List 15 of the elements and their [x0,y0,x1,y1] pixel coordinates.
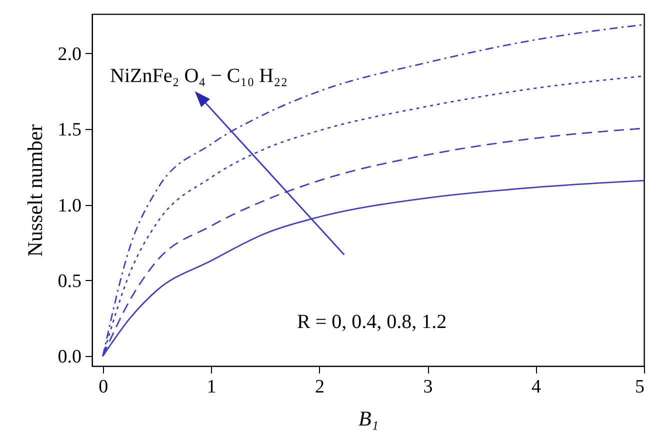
x-tick-label: 0 [98,376,108,398]
y-tick-label: 0.0 [58,346,82,368]
x-tick-label: 1 [206,376,216,398]
x-tick-label: 3 [423,376,433,398]
x-tick-label: 2 [315,376,325,398]
y-tick-label: 1.5 [58,120,82,141]
x-tick-label: 4 [532,376,542,398]
annotation: NiZnFe₂ O₄ − C₁₀ H₂₂ [110,65,288,87]
x-tick-label: 5 [635,376,644,398]
annotation: R = 0, 0.4, 0.8, 1.2 [297,311,447,333]
y-tick-label: 0.5 [58,270,82,292]
y-tick-label: 2.0 [58,44,82,65]
y-tick-label: 1.0 [58,195,82,216]
x-axis-title: B₁ [358,406,379,430]
y-axis-title: Nusselt number [22,124,47,257]
